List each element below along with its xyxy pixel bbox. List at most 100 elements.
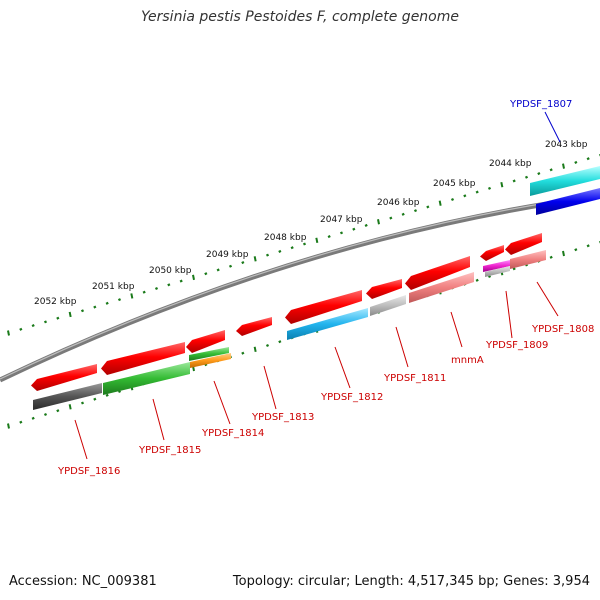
- outer-tick: [413, 209, 418, 213]
- kbp-label: 2045 kbp: [433, 179, 476, 189]
- gene-label-leader: [450, 311, 463, 348]
- kbp-label: 2048 kbp: [264, 233, 307, 243]
- gene-label-leader: [334, 346, 351, 389]
- genome-backbone: [0, 193, 600, 383]
- genome-backbone-highlight: [0, 194, 600, 380]
- outer-tick: [241, 261, 245, 265]
- outer-tick: [167, 283, 171, 287]
- kbp-label: 2047 kbp: [320, 215, 363, 225]
- gene-label[interactable]: YPDSF_1807: [509, 99, 572, 110]
- outer-tick: [426, 205, 430, 209]
- outer-tick: [475, 190, 479, 194]
- map-title: Yersinia pestis Pestoides F, complete ge…: [141, 9, 459, 25]
- inner-tick: [574, 248, 578, 252]
- outer-tick: [19, 327, 23, 331]
- gene-ypdsf-1812-forward[interactable]: [285, 290, 362, 324]
- outer-tick: [377, 219, 380, 225]
- outer-tick: [117, 298, 122, 302]
- outer-tick: [204, 272, 208, 276]
- inner-tick: [241, 351, 245, 355]
- genome-summary-text: Topology: circular; Length: 4,517,345 bp…: [232, 574, 590, 589]
- outer-tick: [463, 194, 467, 198]
- outer-tick: [512, 179, 516, 183]
- outer-tick: [43, 320, 48, 324]
- cog-ypdsf-1816[interactable]: [33, 383, 102, 410]
- kbp-label: 2043 kbp: [545, 140, 588, 150]
- gene-label[interactable]: YPDSF_1808: [531, 324, 594, 335]
- cog-ypdsf-1814-b[interactable]: [190, 353, 231, 368]
- outer-tick: [315, 237, 319, 243]
- inner-tick: [105, 393, 109, 397]
- outer-tick: [401, 212, 405, 216]
- gene-label-leader: [213, 380, 231, 425]
- kbp-label: 2044 kbp: [489, 159, 532, 169]
- inner-tick: [7, 423, 10, 429]
- outer-tick: [537, 172, 541, 176]
- cog-ypdsf-1811[interactable]: [370, 295, 406, 316]
- gene-label[interactable]: YPDSF_1809: [485, 340, 548, 351]
- cog-ypdsf-1812[interactable]: [287, 308, 368, 340]
- gene-label[interactable]: YPDSF_1813: [251, 412, 314, 423]
- outer-tick: [228, 264, 233, 268]
- inner-tick: [80, 401, 85, 405]
- kbp-scale-labels: 2043 kbp 2044 kbp 2045 kbp 2046 kbp 2047 kbp…: [34, 140, 588, 307]
- gene-label[interactable]: YPDSF_1811: [383, 373, 446, 384]
- outer-tick-ring: [7, 154, 600, 336]
- outer-tick: [574, 160, 578, 164]
- inner-tick: [586, 244, 590, 248]
- cog-ypdsf-1807[interactable]: [536, 188, 600, 215]
- outer-tick: [487, 186, 492, 190]
- gene-label[interactable]: mnmA: [451, 355, 484, 366]
- kbp-label: 2052 kbp: [34, 297, 77, 307]
- inner-tick: [253, 346, 257, 353]
- gene-ypdsf-1808-forward[interactable]: [505, 233, 542, 255]
- kbp-label: 2049 kbp: [206, 250, 249, 260]
- gene-ypdsf-1811-forward[interactable]: [366, 279, 402, 299]
- outer-tick: [56, 316, 60, 320]
- gene-label[interactable]: YPDSF_1814: [201, 428, 264, 439]
- outer-tick: [7, 330, 10, 336]
- gene-label-leader: [263, 365, 277, 410]
- gene-ypdsf-1814-forward[interactable]: [186, 330, 225, 353]
- cog-ypdsf-1809-b[interactable]: [485, 266, 510, 277]
- outer-tick: [389, 216, 393, 220]
- gene-label-leader: [395, 326, 409, 368]
- kbp-label: 2051 kbp: [92, 282, 135, 292]
- accession-text: Accession: NC_009381: [9, 574, 157, 589]
- outer-tick: [352, 227, 356, 231]
- gene-ypdsf-1807-forward[interactable]: [530, 166, 600, 196]
- outer-tick: [216, 268, 220, 272]
- outer-tick: [179, 279, 183, 283]
- gene-mnmA-forward[interactable]: [405, 256, 470, 290]
- gene-label[interactable]: YPDSF_1812: [320, 392, 383, 403]
- inner-tick: [265, 343, 270, 348]
- inner-tick: [549, 255, 553, 259]
- inner-tick: [19, 420, 23, 424]
- outer-tick: [265, 253, 270, 257]
- cog-ypdsf-1815[interactable]: [103, 362, 190, 395]
- outer-tick: [142, 290, 146, 294]
- gene-label-leader: [544, 111, 561, 143]
- gene-ypdsf-1809-forward[interactable]: [480, 245, 504, 261]
- outer-tick: [500, 181, 504, 188]
- cog-ypdsf-1808[interactable]: [510, 250, 546, 269]
- outer-tick: [327, 235, 331, 239]
- outer-tick: [68, 311, 72, 318]
- kbp-label: 2050 kbp: [149, 266, 192, 276]
- cog-ypdsf-1809-a[interactable]: [483, 260, 510, 272]
- outer-tick: [339, 231, 344, 235]
- gene-ypdsf-1816-forward[interactable]: [31, 364, 97, 391]
- gene-label[interactable]: YPDSF_1815: [138, 445, 201, 456]
- outer-tick: [438, 200, 442, 206]
- cog-ypdsf-1814-a[interactable]: [189, 347, 229, 361]
- gene-label[interactable]: YPDSF_1816: [57, 466, 120, 477]
- gene-ypdsf-1813-forward[interactable]: [236, 317, 272, 336]
- gene-label-leader: [505, 290, 513, 339]
- cog-mnmA[interactable]: [409, 272, 474, 303]
- inner-tick: [56, 409, 60, 413]
- gene-ypdsf-1815-forward[interactable]: [101, 342, 185, 375]
- outer-tick: [31, 324, 35, 328]
- outer-tick: [364, 223, 368, 227]
- outer-tick: [586, 157, 590, 161]
